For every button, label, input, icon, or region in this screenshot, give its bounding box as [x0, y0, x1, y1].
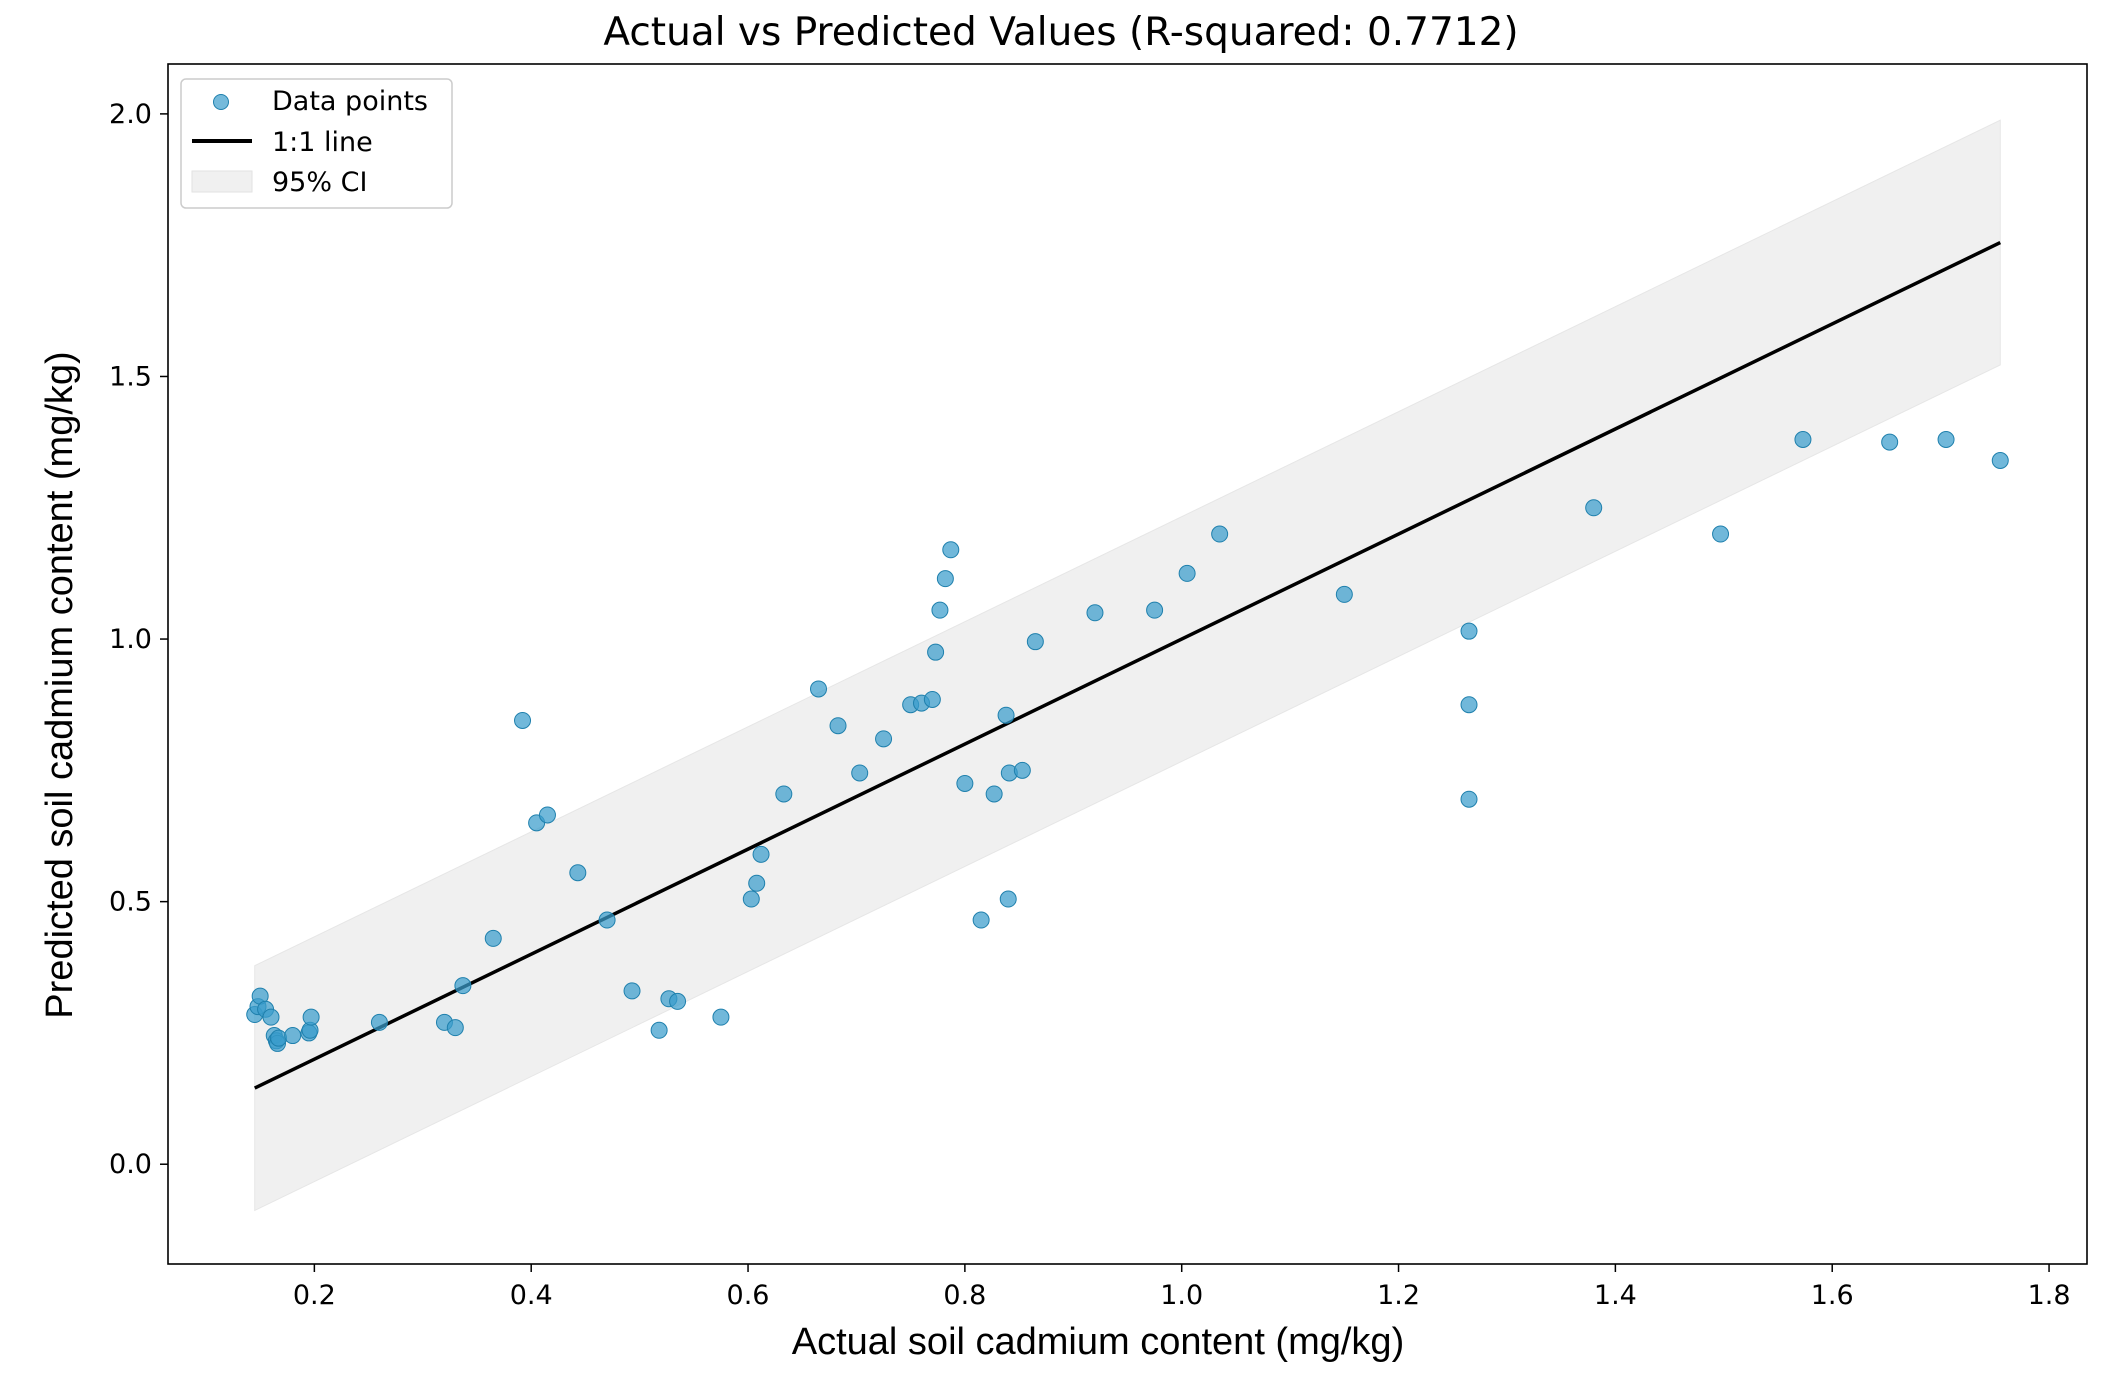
- data-point: [999, 890, 1017, 908]
- data-point: [775, 785, 793, 803]
- data-point: [942, 541, 960, 559]
- data-point: [262, 1008, 280, 1026]
- data-point: [598, 911, 616, 929]
- data-point: [1211, 525, 1229, 543]
- plot-frame: [167, 63, 2088, 1265]
- data-point: [1585, 499, 1603, 517]
- x-tick-label: 0.2: [293, 1280, 336, 1311]
- data-point: [923, 690, 941, 708]
- data-point: [810, 680, 828, 698]
- data-point: [454, 977, 472, 995]
- data-point: [538, 806, 556, 824]
- data-point: [1937, 430, 1955, 448]
- data-point: [1178, 564, 1196, 582]
- legend-marker-data-points: [213, 94, 229, 110]
- data-point: [1026, 633, 1044, 651]
- data-point: [484, 929, 502, 947]
- legend-marker-ci: [191, 170, 253, 193]
- data-point: [1086, 604, 1104, 622]
- legend-label-line: 1:1 line: [272, 127, 373, 158]
- y-tick-label: 1.5: [109, 361, 152, 392]
- y-tick-label: 2.0: [109, 99, 152, 130]
- data-point: [1460, 790, 1478, 808]
- data-point: [748, 874, 766, 892]
- x-tick-label: 1.4: [1594, 1280, 1637, 1311]
- legend: Data points 1:1 line 95% CI: [180, 78, 453, 209]
- y-tick-label: 0.0: [109, 1149, 152, 1180]
- data-point: [569, 864, 587, 882]
- data-point: [997, 706, 1015, 724]
- data-point: [936, 570, 954, 588]
- data-points-layer: [246, 430, 2009, 1052]
- data-point: [1794, 430, 1812, 448]
- data-point: [514, 711, 532, 729]
- data-point: [1991, 451, 2009, 469]
- one-to-one-line: [253, 240, 2002, 1090]
- data-point: [446, 1019, 464, 1037]
- data-point: [650, 1021, 668, 1039]
- legend-label-data-points: Data points: [272, 86, 428, 117]
- data-point: [972, 911, 990, 929]
- data-point: [1881, 433, 1899, 451]
- x-axis-ticks: 0.2 0.4 0.6 0.8 1.0 1.2 1.4 1.6 1.8: [293, 1264, 2071, 1311]
- one-to-one-line-layer: [253, 240, 2002, 1090]
- x-axis-label: Actual soil cadmium content (mg/kg): [792, 1321, 1404, 1363]
- data-point: [712, 1008, 730, 1026]
- x-tick-label: 0.4: [510, 1280, 553, 1311]
- data-point: [1460, 696, 1478, 714]
- data-point: [875, 730, 893, 748]
- data-point: [927, 643, 945, 661]
- data-point: [302, 1008, 320, 1026]
- data-point: [1335, 585, 1353, 603]
- y-tick-label: 1.0: [109, 624, 152, 655]
- x-tick-label: 0.8: [943, 1280, 986, 1311]
- data-point: [1013, 761, 1031, 779]
- data-point: [931, 601, 949, 619]
- data-point: [669, 992, 687, 1010]
- data-point: [623, 982, 641, 1000]
- data-point: [1460, 622, 1478, 640]
- x-tick-label: 1.8: [2028, 1280, 2071, 1311]
- data-point: [1146, 601, 1164, 619]
- data-point: [956, 774, 974, 792]
- data-point: [985, 785, 1003, 803]
- legend-label-ci: 95% CI: [272, 167, 367, 198]
- data-point: [1712, 525, 1730, 543]
- data-point: [851, 764, 869, 782]
- x-tick-label: 1.6: [1811, 1280, 1854, 1311]
- data-point: [829, 717, 847, 735]
- data-point: [370, 1013, 388, 1031]
- data-point: [752, 845, 770, 863]
- chart-title: Actual vs Predicted Values (R-squared: 0…: [603, 10, 1518, 55]
- y-axis-label: Predicted soil cadmium content (mg/kg): [39, 351, 81, 1018]
- x-tick-label: 1.0: [1160, 1280, 1203, 1311]
- x-tick-label: 0.6: [727, 1280, 770, 1311]
- y-axis-ticks: 0.0 0.5 1.0 1.5 2.0: [109, 99, 168, 1180]
- data-point: [284, 1027, 302, 1045]
- data-point: [742, 890, 760, 908]
- data-point: [270, 1029, 288, 1047]
- y-tick-label: 0.5: [109, 887, 152, 918]
- x-tick-label: 1.2: [1377, 1280, 1420, 1311]
